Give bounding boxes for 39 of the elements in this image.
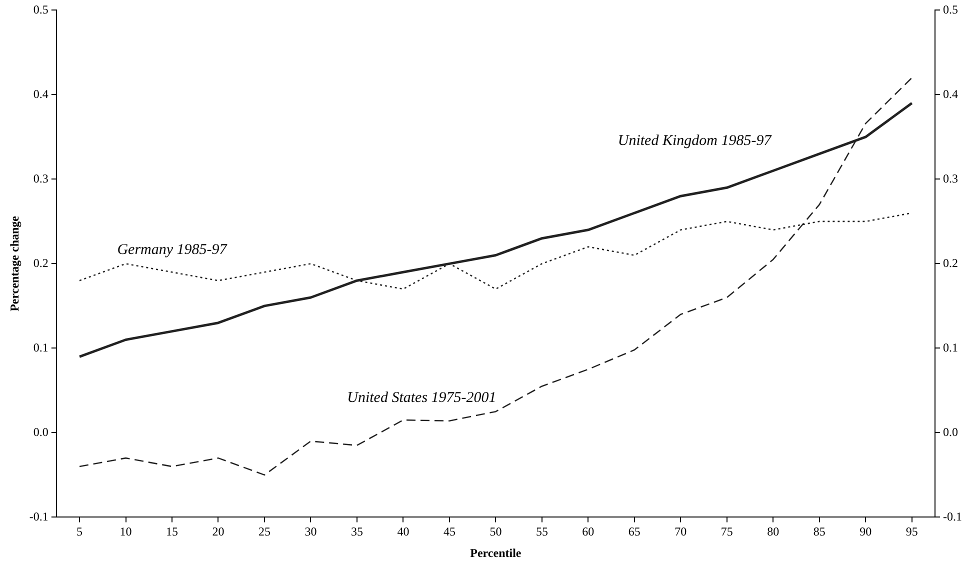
x-tick-label: 45: [443, 524, 456, 539]
x-tick-label: 65: [628, 524, 640, 539]
y2-tick-label: 0.0: [943, 424, 958, 439]
x-tick-label: 80: [767, 524, 780, 539]
y-tick-label: 0.1: [33, 340, 48, 354]
x-tick-label: 60: [582, 524, 594, 539]
x-tick-label: 50: [490, 524, 502, 539]
line-series: [78, 77, 913, 476]
y2-tick-label: 0.5: [943, 2, 958, 16]
y-tick-label: -0.1: [29, 509, 48, 524]
y-tick-label: 0.3: [33, 171, 48, 186]
x-tick-label: 55: [536, 524, 548, 539]
y2-tick-label: 0.4: [943, 86, 958, 101]
y-tick-label: 0.0: [33, 424, 48, 439]
x-tick-label: 30: [304, 524, 317, 539]
y-tick-label: 0.4: [33, 86, 48, 101]
x-tick-label: 70: [674, 524, 687, 539]
y-tick-label: 0.2: [33, 256, 48, 270]
x-tick-label: 35: [350, 524, 363, 539]
x-tick-label: 5: [76, 524, 83, 539]
y-tick-label: 0.5: [33, 2, 48, 16]
series-label: United Kingdom 1985-97: [618, 133, 773, 150]
series-label: Germany 1985-97: [117, 242, 228, 258]
x-tick-label: 40: [397, 524, 410, 539]
y-axis-title: Percentage change: [7, 215, 22, 312]
x-tick-label: 25: [258, 524, 270, 539]
series-label: United States 1975-2001: [347, 390, 496, 406]
x-tick-label: 10: [120, 524, 132, 539]
y2-tick-label: 0.2: [943, 256, 958, 270]
x-tick-label: 15: [166, 524, 178, 539]
y2-tick-label: -0.1: [943, 509, 962, 524]
x-axis-title: Percentile: [470, 546, 522, 560]
x-tick-label: 90: [860, 524, 872, 539]
x-tick-label: 85: [813, 524, 826, 539]
x-tick-label: 95: [906, 524, 918, 539]
y2-tick-label: 0.1: [943, 340, 958, 354]
x-tick-label: 75: [720, 524, 733, 539]
y2-tick-label: 0.3: [943, 171, 958, 186]
x-tick-label: 20: [212, 524, 224, 539]
